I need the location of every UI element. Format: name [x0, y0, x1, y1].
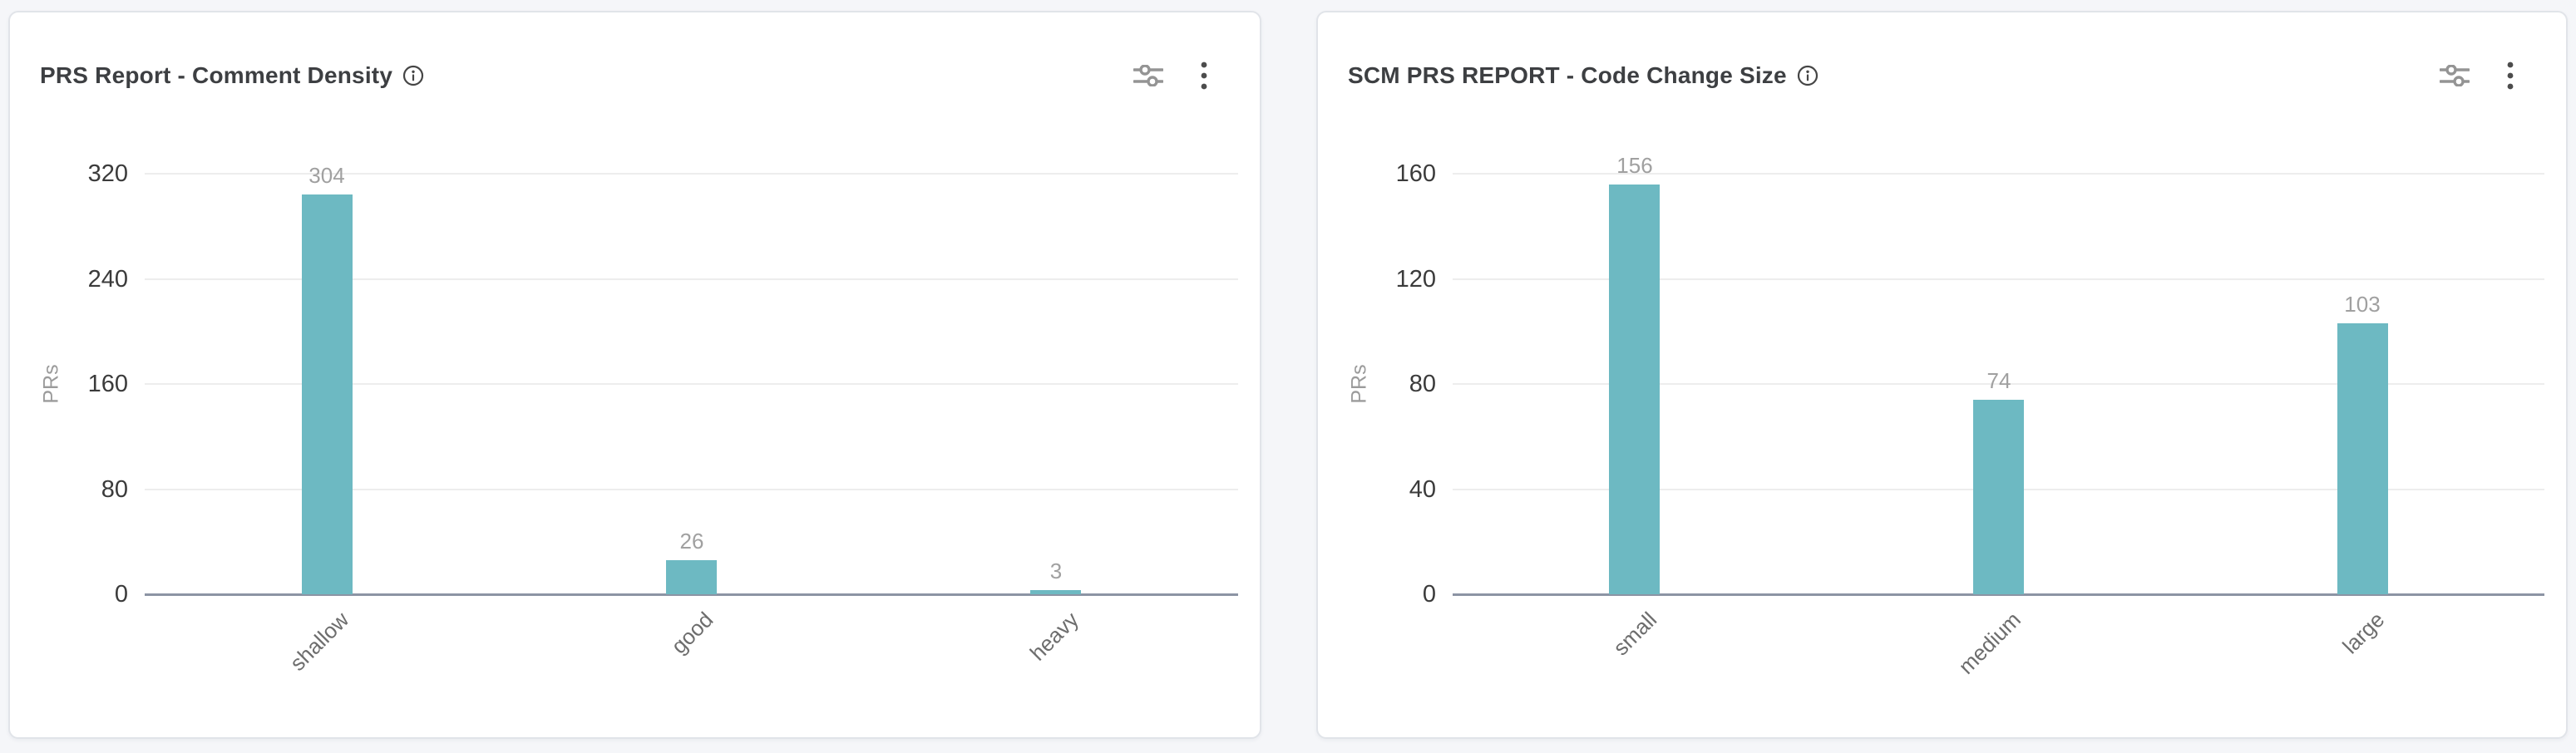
gridline: [145, 278, 1238, 280]
card-inner: SCM PRS REPORT - Code Change Size: [1318, 12, 2566, 737]
y-axis-tick-label: 160: [1395, 160, 1436, 187]
card-inner: PRS Report - Comment Density: [10, 12, 1260, 737]
y-axis-tick-label: 160: [87, 371, 128, 397]
card-comment-density: PRS Report - Comment Density: [8, 11, 1261, 739]
y-axis-tick-label: 0: [114, 581, 128, 608]
bar-chart-comment-density: 0 80 160 240 320 PRs 304 shallow 26 good 3 heavy: [10, 12, 1260, 737]
card-title: PRS Report - Comment Density: [40, 62, 393, 88]
kebab-menu-icon[interactable]: [2506, 61, 2514, 91]
bar-value-label: 26: [679, 529, 704, 554]
card-toolbar: [2440, 61, 2514, 91]
y-axis-tick-label: 120: [1395, 265, 1436, 293]
gridline: [145, 488, 1238, 490]
card-header: PRS Report - Comment Density: [40, 57, 1208, 94]
bar-value-label: 304: [308, 163, 345, 188]
bar-value-label: 156: [1616, 153, 1653, 178]
x-axis-label: medium: [1952, 607, 2026, 679]
gridline: [145, 383, 1238, 385]
card-code-change-size: SCM PRS REPORT - Code Change Size: [1316, 11, 2568, 739]
bar-small[interactable]: [1609, 185, 1660, 594]
gridline: [1453, 173, 2544, 175]
bar-shallow[interactable]: [302, 194, 353, 594]
x-axis-label: shallow: [284, 607, 354, 676]
y-axis-tick-label: 320: [87, 160, 128, 187]
x-axis-label: heavy: [1024, 607, 1083, 666]
gridline: [145, 173, 1238, 175]
x-axis-line: [1453, 593, 2544, 596]
bar-medium[interactable]: [1973, 400, 2024, 594]
bar-chart-code-change-size: 0 40 80 120 160 PRs 156 small 74 medium 103 large: [1318, 12, 2566, 737]
y-axis-tick-label: 0: [1422, 581, 1436, 608]
bar-value-label: 103: [2344, 292, 2381, 317]
bar-good[interactable]: [666, 560, 717, 594]
y-axis-tick-label: 40: [1409, 475, 1436, 503]
x-axis-line: [145, 593, 1238, 596]
card-header: SCM PRS REPORT - Code Change Size: [1348, 57, 2514, 94]
bar-value-label: 74: [1986, 368, 2011, 393]
info-icon[interactable]: [1797, 65, 1818, 86]
y-axis-title: PRs: [39, 364, 63, 404]
y-axis-tick-label: 80: [101, 475, 128, 503]
x-axis-label: small: [1608, 607, 1662, 661]
card-title: SCM PRS REPORT - Code Change Size: [1348, 62, 1787, 88]
kebab-menu-icon[interactable]: [1200, 61, 1208, 91]
bar-heavy[interactable]: [1030, 590, 1081, 594]
y-axis-tick-label: 80: [1409, 371, 1436, 397]
card-toolbar: [1133, 61, 1208, 91]
filter-sliders-icon[interactable]: [2440, 65, 2470, 86]
gridline: [1453, 383, 2544, 385]
y-axis-title: PRs: [1347, 364, 1371, 404]
filter-sliders-icon[interactable]: [1133, 65, 1163, 86]
info-icon[interactable]: [402, 65, 424, 86]
bar-large[interactable]: [2337, 323, 2388, 594]
bar-value-label: 3: [1049, 559, 1063, 583]
gridline: [1453, 278, 2544, 280]
x-axis-label: good: [666, 607, 718, 659]
y-axis-tick-label: 240: [87, 265, 128, 293]
x-axis-label: large: [2337, 607, 2390, 659]
